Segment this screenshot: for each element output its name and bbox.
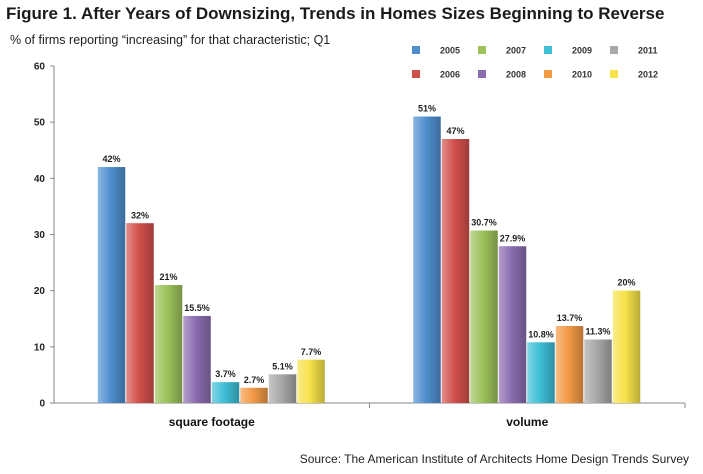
bar-square-footage-2009 xyxy=(211,382,240,403)
data-label-2006: 47% xyxy=(446,126,464,136)
legend-swatch-2005 xyxy=(412,46,420,54)
bar-volume-2005 xyxy=(413,116,441,404)
bar-volume-2007 xyxy=(470,230,498,403)
chart-data-labels: 42% 32% 21% 15.5% 3.7% 2.7% 5.1% 7.7% 51% 47% 30.7… xyxy=(102,104,635,385)
y-tick-label: 30 xyxy=(34,230,46,241)
chart-legend: 2005 2006 2007 2008 2009 2010 2011 2012 xyxy=(412,46,658,80)
y-tick-label: 40 xyxy=(34,174,46,185)
bar-volume-2006 xyxy=(441,139,470,403)
legend-label-2012: 2012 xyxy=(638,70,658,80)
y-tick-label: 10 xyxy=(34,342,46,353)
legend-label-2011: 2011 xyxy=(638,46,658,56)
y-tick-label: 50 xyxy=(34,118,46,129)
data-label-2007: 30.7% xyxy=(471,218,497,228)
bar-square-footage-2006 xyxy=(126,223,154,403)
bar-square-footage-2007 xyxy=(154,285,183,403)
data-label-2005: 51% xyxy=(418,104,436,114)
legend-swatch-2011 xyxy=(610,46,618,54)
x-category-label: square footage xyxy=(169,415,255,429)
data-label-2012: 7.7% xyxy=(301,347,322,357)
data-label-2009: 10.8% xyxy=(528,329,554,339)
bar-square-footage-2010 xyxy=(240,387,268,403)
legend-label-2009: 2009 xyxy=(572,46,592,56)
figure-subtitle: % of firms reporting “increasing” for th… xyxy=(10,33,331,47)
data-label-2010: 13.7% xyxy=(557,313,583,323)
legend-swatch-2009 xyxy=(544,46,552,54)
legend-swatch-2010 xyxy=(544,70,552,78)
legend-swatch-2008 xyxy=(478,70,486,78)
data-label-2012: 20% xyxy=(617,278,635,288)
data-label-2009: 3.7% xyxy=(215,369,236,379)
data-label-2011: 5.1% xyxy=(272,361,293,371)
y-tick-label: 20 xyxy=(34,286,46,297)
data-label-2007: 21% xyxy=(159,272,177,282)
legend-label-2006: 2006 xyxy=(440,70,460,80)
bar-volume-2012 xyxy=(612,290,641,403)
data-label-2010: 2.7% xyxy=(244,375,265,385)
legend-label-2007: 2007 xyxy=(506,46,526,56)
legend-label-2005: 2005 xyxy=(440,46,460,56)
bar-volume-2009 xyxy=(527,342,555,403)
legend-label-2008: 2008 xyxy=(506,70,526,80)
chart-bars xyxy=(97,116,641,404)
legend-label-2010: 2010 xyxy=(572,70,592,80)
data-label-2006: 32% xyxy=(131,210,149,220)
bar-volume-2008 xyxy=(498,246,527,403)
bar-square-footage-2008 xyxy=(183,315,211,403)
legend-swatch-2006 xyxy=(412,70,420,78)
y-tick-label: 60 xyxy=(34,62,46,73)
bar-square-footage-2005 xyxy=(97,167,126,403)
data-label-2008: 27.9% xyxy=(500,233,526,243)
bar-volume-2010 xyxy=(555,326,584,403)
source-note: Source: The American Institute of Archit… xyxy=(299,452,689,466)
bar-square-footage-2012 xyxy=(297,359,325,403)
figure-title: Figure 1. After Years of Downsizing, Tre… xyxy=(6,4,665,23)
data-label-2005: 42% xyxy=(102,154,120,164)
legend-swatch-2012 xyxy=(610,70,618,78)
data-label-2008: 15.5% xyxy=(184,303,210,313)
x-category-label: volume xyxy=(506,415,548,429)
data-label-2011: 11.3% xyxy=(585,327,610,337)
y-tick-label: 0 xyxy=(39,399,45,410)
bar-square-footage-2011 xyxy=(268,374,297,403)
bar-volume-2011 xyxy=(584,339,612,403)
legend-swatch-2007 xyxy=(478,46,486,54)
